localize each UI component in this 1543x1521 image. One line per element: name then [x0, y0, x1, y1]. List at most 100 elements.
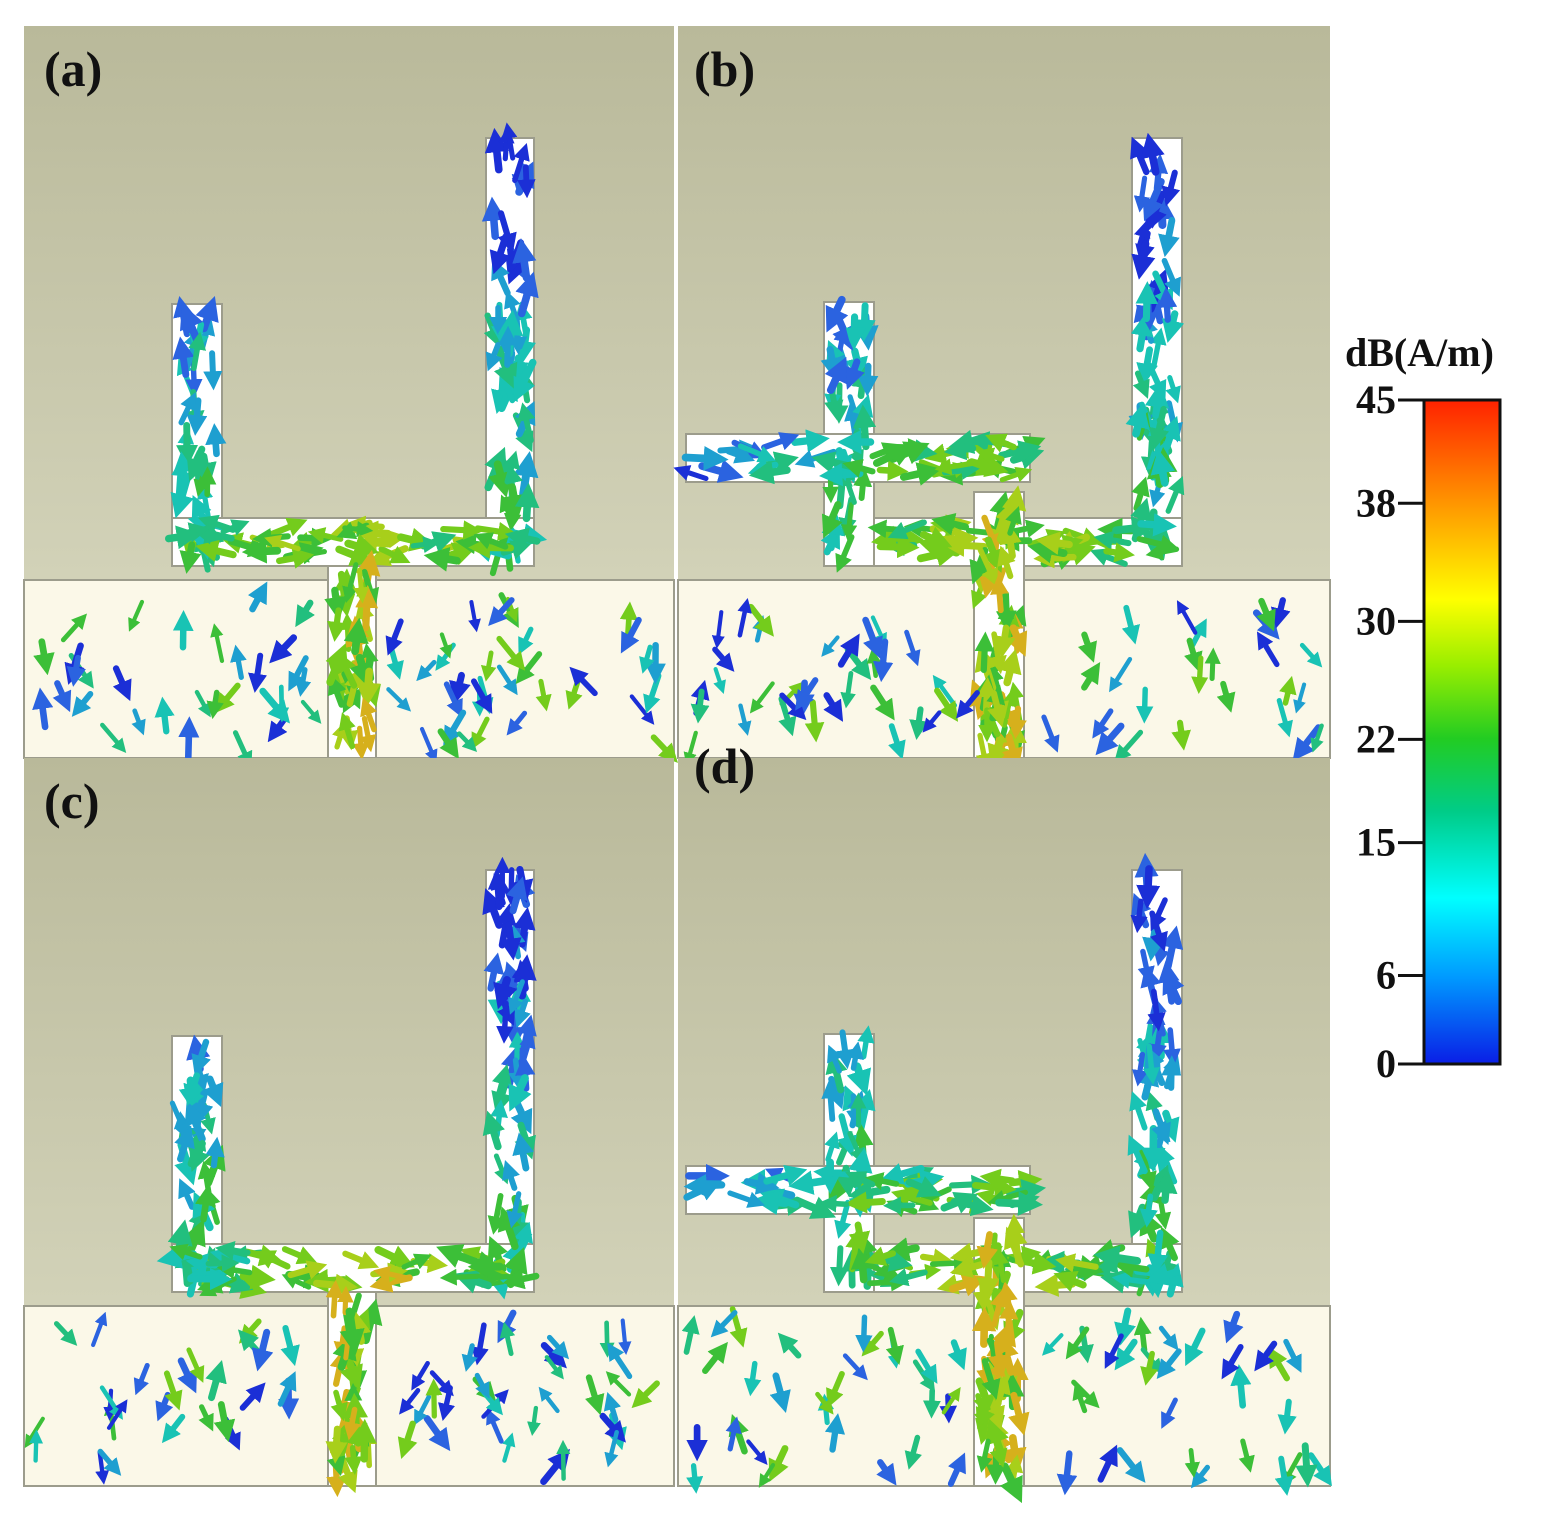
current-arrow — [1104, 1333, 1124, 1369]
current-arrow — [508, 1074, 532, 1112]
current-arrow — [1149, 327, 1167, 368]
current-arrow — [440, 520, 484, 540]
current-arrow — [112, 665, 132, 702]
current-arrow — [251, 1328, 274, 1372]
current-arrow — [71, 691, 94, 717]
current-arrow — [506, 876, 528, 915]
current-arrow — [1132, 370, 1150, 399]
current-arrow — [205, 1360, 227, 1402]
current-arrow — [499, 494, 516, 524]
current-arrow — [1274, 1455, 1294, 1496]
current-arrow — [210, 623, 225, 664]
current-arrow — [1147, 1229, 1169, 1275]
current-arrow — [1299, 642, 1323, 668]
current-arrow — [1130, 312, 1154, 353]
current-arrow — [1156, 287, 1178, 323]
current-arrow — [1140, 132, 1165, 176]
current-arrow — [990, 1288, 1008, 1328]
current-arrow — [486, 1408, 504, 1444]
current-arrow — [1295, 1442, 1318, 1488]
current-arrow — [1109, 656, 1133, 693]
current-arrow — [934, 458, 974, 476]
current-arrow — [743, 1360, 762, 1397]
current-arrow — [934, 687, 959, 722]
current-arrow — [1005, 506, 1022, 536]
current-arrow — [824, 356, 848, 394]
current-arrow — [1065, 1326, 1090, 1360]
current-arrow — [1171, 719, 1191, 751]
current-arrow — [1270, 597, 1291, 629]
current-arrow — [997, 648, 1022, 687]
current-arrow — [737, 703, 752, 736]
current-arrow — [1161, 169, 1181, 207]
current-arrow — [876, 535, 920, 559]
current-arrow — [374, 1245, 415, 1268]
current-arrow — [1034, 1273, 1077, 1297]
current-arrow — [870, 684, 895, 721]
colorbar-tick-label: 15 — [1356, 820, 1396, 865]
current-arrow — [940, 1192, 979, 1214]
current-arrow — [154, 696, 175, 735]
current-arrow — [194, 689, 211, 718]
current-arrow — [1157, 1250, 1178, 1282]
current-arrow — [497, 325, 518, 368]
current-arrow — [905, 1176, 942, 1198]
current-vectors — [24, 856, 660, 1498]
current-arrow — [888, 723, 906, 760]
current-arrow — [502, 1268, 540, 1290]
current-arrow — [904, 1434, 922, 1470]
current-arrow — [513, 906, 536, 948]
current-arrow — [837, 633, 860, 668]
current-arrow — [32, 687, 54, 731]
current-arrow — [515, 651, 543, 685]
current-arrow — [922, 1388, 941, 1419]
current-arrow — [513, 358, 537, 402]
current-arrow — [1191, 655, 1209, 695]
current-arrow — [824, 1131, 840, 1163]
current-arrow — [439, 632, 453, 659]
current-arrow — [758, 1462, 776, 1488]
current-arrow — [853, 467, 873, 501]
current-arrow — [985, 1446, 1006, 1485]
current-arrow — [423, 546, 461, 572]
current-arrow — [737, 443, 776, 463]
current-arrow — [979, 1168, 1016, 1190]
current-arrow — [1142, 178, 1165, 222]
current-arrow — [844, 1191, 886, 1214]
current-arrow — [880, 1163, 925, 1185]
current-arrow — [324, 586, 348, 621]
current-arrow — [281, 1246, 318, 1265]
current-arrow — [397, 1420, 418, 1459]
current-arrow — [506, 924, 526, 960]
current-arrow — [287, 1260, 328, 1280]
current-arrow — [995, 1191, 1044, 1216]
current-arrow — [206, 689, 224, 720]
current-arrow — [184, 1100, 207, 1143]
current-arrow — [254, 1250, 291, 1270]
current-arrow — [1277, 1398, 1297, 1435]
current-arrow — [355, 584, 379, 632]
current-arrow — [327, 607, 347, 642]
current-arrow — [488, 460, 513, 498]
current-arrow — [891, 1187, 933, 1207]
current-arrow — [915, 1348, 938, 1384]
current-arrow — [1158, 1325, 1179, 1351]
current-arrow — [1125, 402, 1150, 438]
current-arrow — [1103, 542, 1135, 563]
current-arrow — [673, 465, 709, 482]
current-arrow — [1165, 475, 1185, 514]
current-arrow — [1137, 513, 1177, 537]
current-arrow — [179, 541, 202, 574]
current-arrow — [1184, 637, 1203, 672]
current-arrow — [527, 1405, 541, 1436]
current-arrow — [972, 1176, 1017, 1199]
current-arrow — [230, 644, 247, 680]
current-arrow — [941, 527, 979, 551]
current-arrow — [205, 1254, 240, 1273]
current-arrow — [1060, 1261, 1103, 1282]
current-arrow — [804, 699, 825, 743]
current-arrow — [872, 443, 916, 467]
current-arrow — [1053, 1270, 1087, 1293]
current-arrow — [999, 1462, 1023, 1504]
current-arrow — [1165, 375, 1181, 404]
